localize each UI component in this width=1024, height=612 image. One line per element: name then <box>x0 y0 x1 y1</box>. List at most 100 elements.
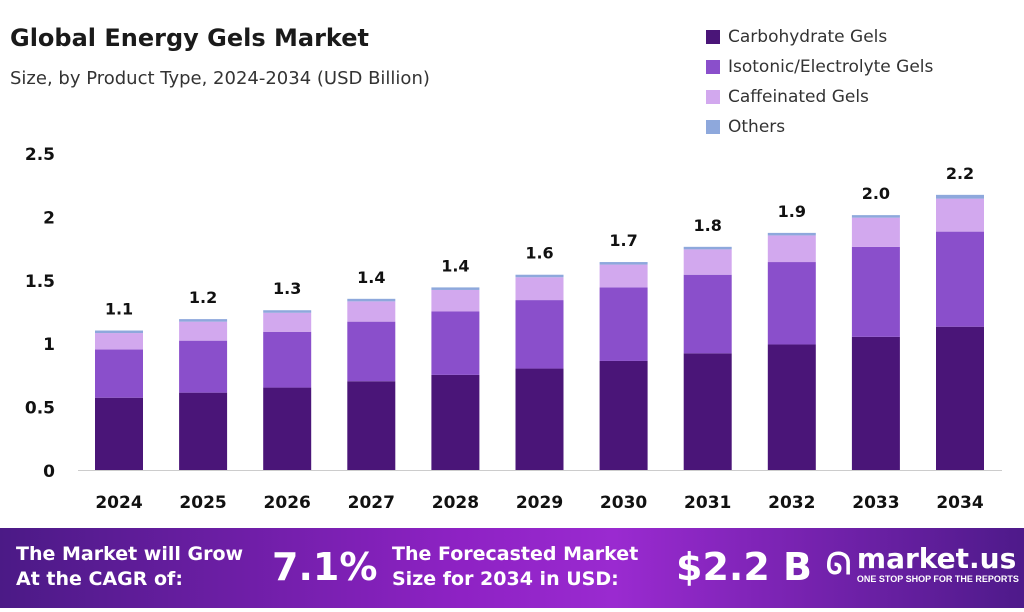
logo-name: market.us <box>856 542 1017 575</box>
bar-total-label: 1.2 <box>189 288 217 307</box>
bar-segment <box>683 353 732 470</box>
footer-banner: The Market will Grow At the CAGR of: 7.1… <box>0 528 1024 608</box>
x-tick-label: 2025 <box>179 493 226 513</box>
bar-segment <box>683 249 732 275</box>
bar-segment <box>936 194 984 199</box>
forecast-label-line1: The Forecasted Market <box>392 543 639 565</box>
bar-segment <box>179 319 228 322</box>
forecast-label: The Forecasted Market Size for 2034 in U… <box>392 542 638 592</box>
bar-segment <box>515 300 564 369</box>
bar-segment <box>179 321 228 341</box>
chart-subtitle: Size, by Product Type, 2024-2034 (USD Bi… <box>10 68 430 89</box>
bar-segment <box>179 340 228 393</box>
bar-total-label: 1.9 <box>778 202 806 221</box>
x-tick-label: 2028 <box>432 493 479 513</box>
bar-total-label: 2.0 <box>862 184 890 203</box>
legend-item: Carbohydrate Gels <box>706 22 933 52</box>
bar-segment <box>936 198 984 232</box>
cagr-label: The Market will Grow At the CAGR of: <box>16 542 243 592</box>
logo: ᘏ market.us ONE STOP SHOP FOR THE REPORT… <box>826 544 1019 585</box>
bar-segment <box>347 321 396 382</box>
bar-segment <box>263 387 312 470</box>
bar-segment <box>347 298 396 302</box>
bar-total-label: 2.2 <box>946 164 974 183</box>
logo-tagline: ONE STOP SHOP FOR THE REPORTS <box>856 574 1019 584</box>
bar-total-label: 1.8 <box>694 216 722 235</box>
legend-item: Caffeinated Gels <box>706 82 933 112</box>
y-tick-label: 1 <box>43 335 55 355</box>
y-tick-label: 2.5 <box>25 145 55 165</box>
x-tick-label: 2024 <box>95 493 142 513</box>
x-tick-label: 2026 <box>264 493 311 513</box>
cagr-label-line2: At the CAGR of: <box>16 568 183 590</box>
legend: Carbohydrate Gels Isotonic/Electrolyte Ge… <box>706 22 933 142</box>
x-tick-label: 2029 <box>516 493 563 513</box>
bar-segment <box>851 246 900 337</box>
legend-swatch <box>706 60 720 74</box>
bar-segment <box>431 374 480 470</box>
cagr-value: 7.1% <box>272 545 378 589</box>
bar-segment <box>599 287 648 361</box>
bar-segment <box>767 235 816 263</box>
legend-swatch <box>706 120 720 134</box>
bar-segment <box>347 381 396 470</box>
bar-segment <box>431 289 480 312</box>
bar-segment <box>179 392 228 470</box>
bar-total-label: 1.4 <box>357 268 385 287</box>
legend-label: Carbohydrate Gels <box>728 27 888 47</box>
y-tick-label: 2 <box>43 208 55 228</box>
bar-segment <box>936 326 984 470</box>
chart-title: Global Energy Gels Market <box>10 24 369 52</box>
bar-segment <box>599 262 648 265</box>
bar-segment <box>95 397 143 470</box>
y-tick-label: 0 <box>43 462 55 482</box>
bar-segment <box>683 274 732 354</box>
y-tick-label: 1.5 <box>25 272 55 292</box>
bar-segment <box>431 287 480 290</box>
bar-segment <box>936 231 984 327</box>
legend-item: Isotonic/Electrolyte Gels <box>706 52 933 82</box>
bar-segment <box>263 331 312 388</box>
bar-segment <box>263 310 312 313</box>
legend-label: Others <box>728 117 786 137</box>
bar-segment <box>851 217 900 247</box>
forecast-value: $2.2 B <box>676 545 812 589</box>
bar-segment <box>767 262 816 345</box>
bar-segment <box>851 215 900 218</box>
bar-segment <box>431 311 480 375</box>
bar-segment <box>263 312 312 332</box>
bar-segment <box>515 274 564 278</box>
bar-segment <box>683 246 732 250</box>
bar-segment <box>767 232 816 236</box>
logo-icon: ᘏ <box>826 547 851 582</box>
bar-total-label: 1.3 <box>273 279 301 298</box>
x-tick-label: 2034 <box>936 493 983 513</box>
x-tick-label: 2032 <box>768 493 815 513</box>
legend-label: Isotonic/Electrolyte Gels <box>728 57 934 77</box>
x-tick-label: 2027 <box>348 493 395 513</box>
legend-swatch <box>706 90 720 104</box>
bar-segment <box>851 336 900 470</box>
bar-segment <box>599 264 648 288</box>
bar-segment <box>515 368 564 470</box>
forecast-label-line2: Size for 2034 in USD: <box>392 568 619 590</box>
bar-segment <box>599 360 648 470</box>
legend-item: Others <box>706 112 933 142</box>
x-tick-label: 2031 <box>684 493 731 513</box>
stacked-bar-chart: 0 0.5 1 1.5 2 2.5 1.1 2024 1.2 2025 1.3 2026 1.4 2027… <box>25 145 1002 513</box>
bar-segment <box>347 301 396 322</box>
y-tick-label: 0.5 <box>25 399 55 419</box>
bar-segment <box>95 349 143 398</box>
bar-total-label: 1.6 <box>525 244 553 263</box>
bar-total-label: 1.7 <box>609 231 637 250</box>
legend-swatch <box>706 30 720 44</box>
bar-total-label: 1.4 <box>441 256 469 275</box>
cagr-label-line1: The Market will Grow <box>16 543 244 565</box>
bar-segment <box>95 333 143 350</box>
x-tick-label: 2033 <box>852 493 899 513</box>
x-tick-label: 2030 <box>600 493 647 513</box>
bar-segment <box>515 277 564 301</box>
legend-label: Caffeinated Gels <box>728 87 869 107</box>
bar-segment <box>767 344 816 470</box>
bar-total-label: 1.1 <box>105 300 133 319</box>
